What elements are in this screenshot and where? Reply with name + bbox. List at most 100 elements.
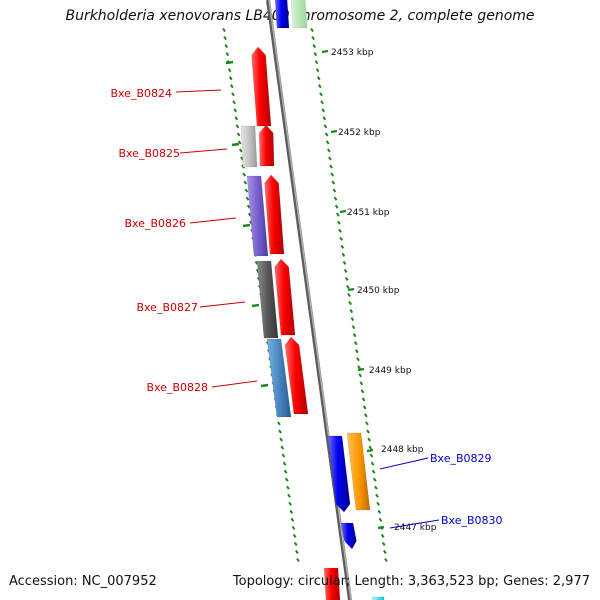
gc-dot-left xyxy=(230,84,234,89)
gc-dot-right xyxy=(377,509,382,514)
gc-dot-right xyxy=(325,140,330,145)
gc-dot-right xyxy=(322,116,327,121)
gc-dot-right xyxy=(316,76,321,81)
gc-dot-right xyxy=(362,405,367,410)
gene-partial-bottom xyxy=(323,567,341,600)
gc-dot-left xyxy=(231,92,235,97)
gc-dot-left xyxy=(234,116,239,121)
gc-dot-right xyxy=(311,35,315,41)
gc-dot-right xyxy=(314,60,319,65)
gene-track xyxy=(251,0,357,600)
gc-dot-right xyxy=(342,260,347,265)
gc-dash xyxy=(231,142,240,147)
gc-dot-left xyxy=(233,108,238,113)
gc-dot-left xyxy=(242,172,247,177)
gc-dot-left xyxy=(288,501,292,506)
gc-dot-right xyxy=(331,180,336,185)
gc-dot-right xyxy=(376,501,380,506)
gc-dot-right xyxy=(358,373,363,378)
scale-tick-label: 2447 kbp xyxy=(394,523,437,533)
gc-dot-left xyxy=(223,35,227,41)
cog-partial-bottom xyxy=(371,596,385,600)
scale-tick-mark xyxy=(377,525,385,530)
gc-dot-left xyxy=(225,52,230,57)
gc-dot-right xyxy=(324,132,329,137)
gc-dot-right xyxy=(384,557,388,563)
scale-ticks: 2453 kbp 2452 kbp 2451 kbp 2450 kbp 2449 kbp… xyxy=(321,48,437,533)
gc-dot-right xyxy=(323,124,328,129)
gc-dot-right xyxy=(352,333,357,338)
cog-box xyxy=(266,338,292,418)
gene-labels: Bxe_B0824 Bxe_B0825 Bxe_B0826 Bxe_B0827 Bxe_… xyxy=(110,87,503,529)
gc-dot-left xyxy=(228,76,233,81)
label-pointer xyxy=(179,148,228,154)
gc-dash xyxy=(225,60,234,65)
scale-tick-mark xyxy=(357,367,365,372)
gc-dot-right xyxy=(361,397,366,402)
gc-dot-right xyxy=(313,52,318,57)
gene-label: Bxe_B0828 xyxy=(146,381,208,394)
gc-dot-left xyxy=(280,445,285,450)
gene-label: Bxe_B0824 xyxy=(110,87,172,100)
gc-dot-right xyxy=(343,268,348,273)
label-pointer xyxy=(199,301,246,308)
gc-dot-left xyxy=(295,549,299,555)
cog-track xyxy=(240,0,385,600)
gc-dot-right xyxy=(321,108,326,113)
gc-dot-left xyxy=(227,68,232,73)
gc-dot-right xyxy=(380,533,385,538)
gc-dot-left xyxy=(244,188,249,193)
gc-dot-right xyxy=(326,148,331,153)
scale-tick-label: 2448 kbp xyxy=(381,445,424,455)
gc-dot-right xyxy=(378,517,383,522)
gene-arrow-bxe-b0825 xyxy=(258,124,275,167)
gc-dot-left xyxy=(236,132,241,137)
gc-dot-right xyxy=(371,469,376,474)
gc-dot-right xyxy=(338,228,342,233)
gc-dot-right xyxy=(333,196,338,201)
cog-box xyxy=(246,175,269,257)
gc-dot-left xyxy=(237,140,242,145)
gc-dot-left xyxy=(282,461,287,466)
gc-dot-left xyxy=(286,485,290,490)
gene-arrow-bxe-b0830 xyxy=(340,522,357,550)
accession-text: Accession: NC_007952 xyxy=(9,574,157,589)
label-pointer xyxy=(389,519,440,529)
gc-dot-left xyxy=(283,469,288,474)
label-pointer xyxy=(379,457,429,470)
gc-dot-right xyxy=(369,453,374,458)
gc-dot-right xyxy=(359,381,364,386)
cog-box xyxy=(256,260,279,339)
gene-arrow-bxe-b0824 xyxy=(251,46,272,127)
gc-dot-right xyxy=(312,44,317,49)
gc-dot-left xyxy=(278,429,282,434)
gc-dot-left xyxy=(238,148,243,153)
gc-dot-right xyxy=(330,172,335,177)
gc-dot-left xyxy=(284,477,289,482)
gc-dot-left xyxy=(290,517,295,522)
gc-dot-left xyxy=(243,180,248,185)
gc-dot-right xyxy=(318,84,322,89)
gc-dot-left xyxy=(222,27,226,33)
gc-dot-right xyxy=(335,212,340,217)
gene-label: Bxe_B0826 xyxy=(124,217,186,230)
scale-tick-mark xyxy=(330,129,338,134)
scale-tick-label: 2450 kbp xyxy=(357,286,400,296)
label-pointer xyxy=(189,217,237,224)
gc-dot-right xyxy=(319,92,323,97)
scale-tick-mark xyxy=(347,287,355,292)
gene-arrow-bxe-b0827 xyxy=(274,258,296,336)
gc-dot-right xyxy=(365,421,369,426)
gene-arrow-bxe-b0828 xyxy=(284,336,309,415)
scale-tick-label: 2452 kbp xyxy=(338,128,381,138)
scale-tick-mark xyxy=(339,209,347,214)
gene-arrow-bxe-b0829 xyxy=(327,435,351,513)
gc-dot-left xyxy=(235,124,240,129)
label-pointer xyxy=(211,380,258,388)
gc-dot-left xyxy=(287,493,291,498)
gc-dot-right xyxy=(375,493,379,498)
gc-dot-right xyxy=(337,220,341,225)
gene-label: Bxe_B0830 xyxy=(441,514,503,527)
gc-dot-right xyxy=(347,292,351,298)
